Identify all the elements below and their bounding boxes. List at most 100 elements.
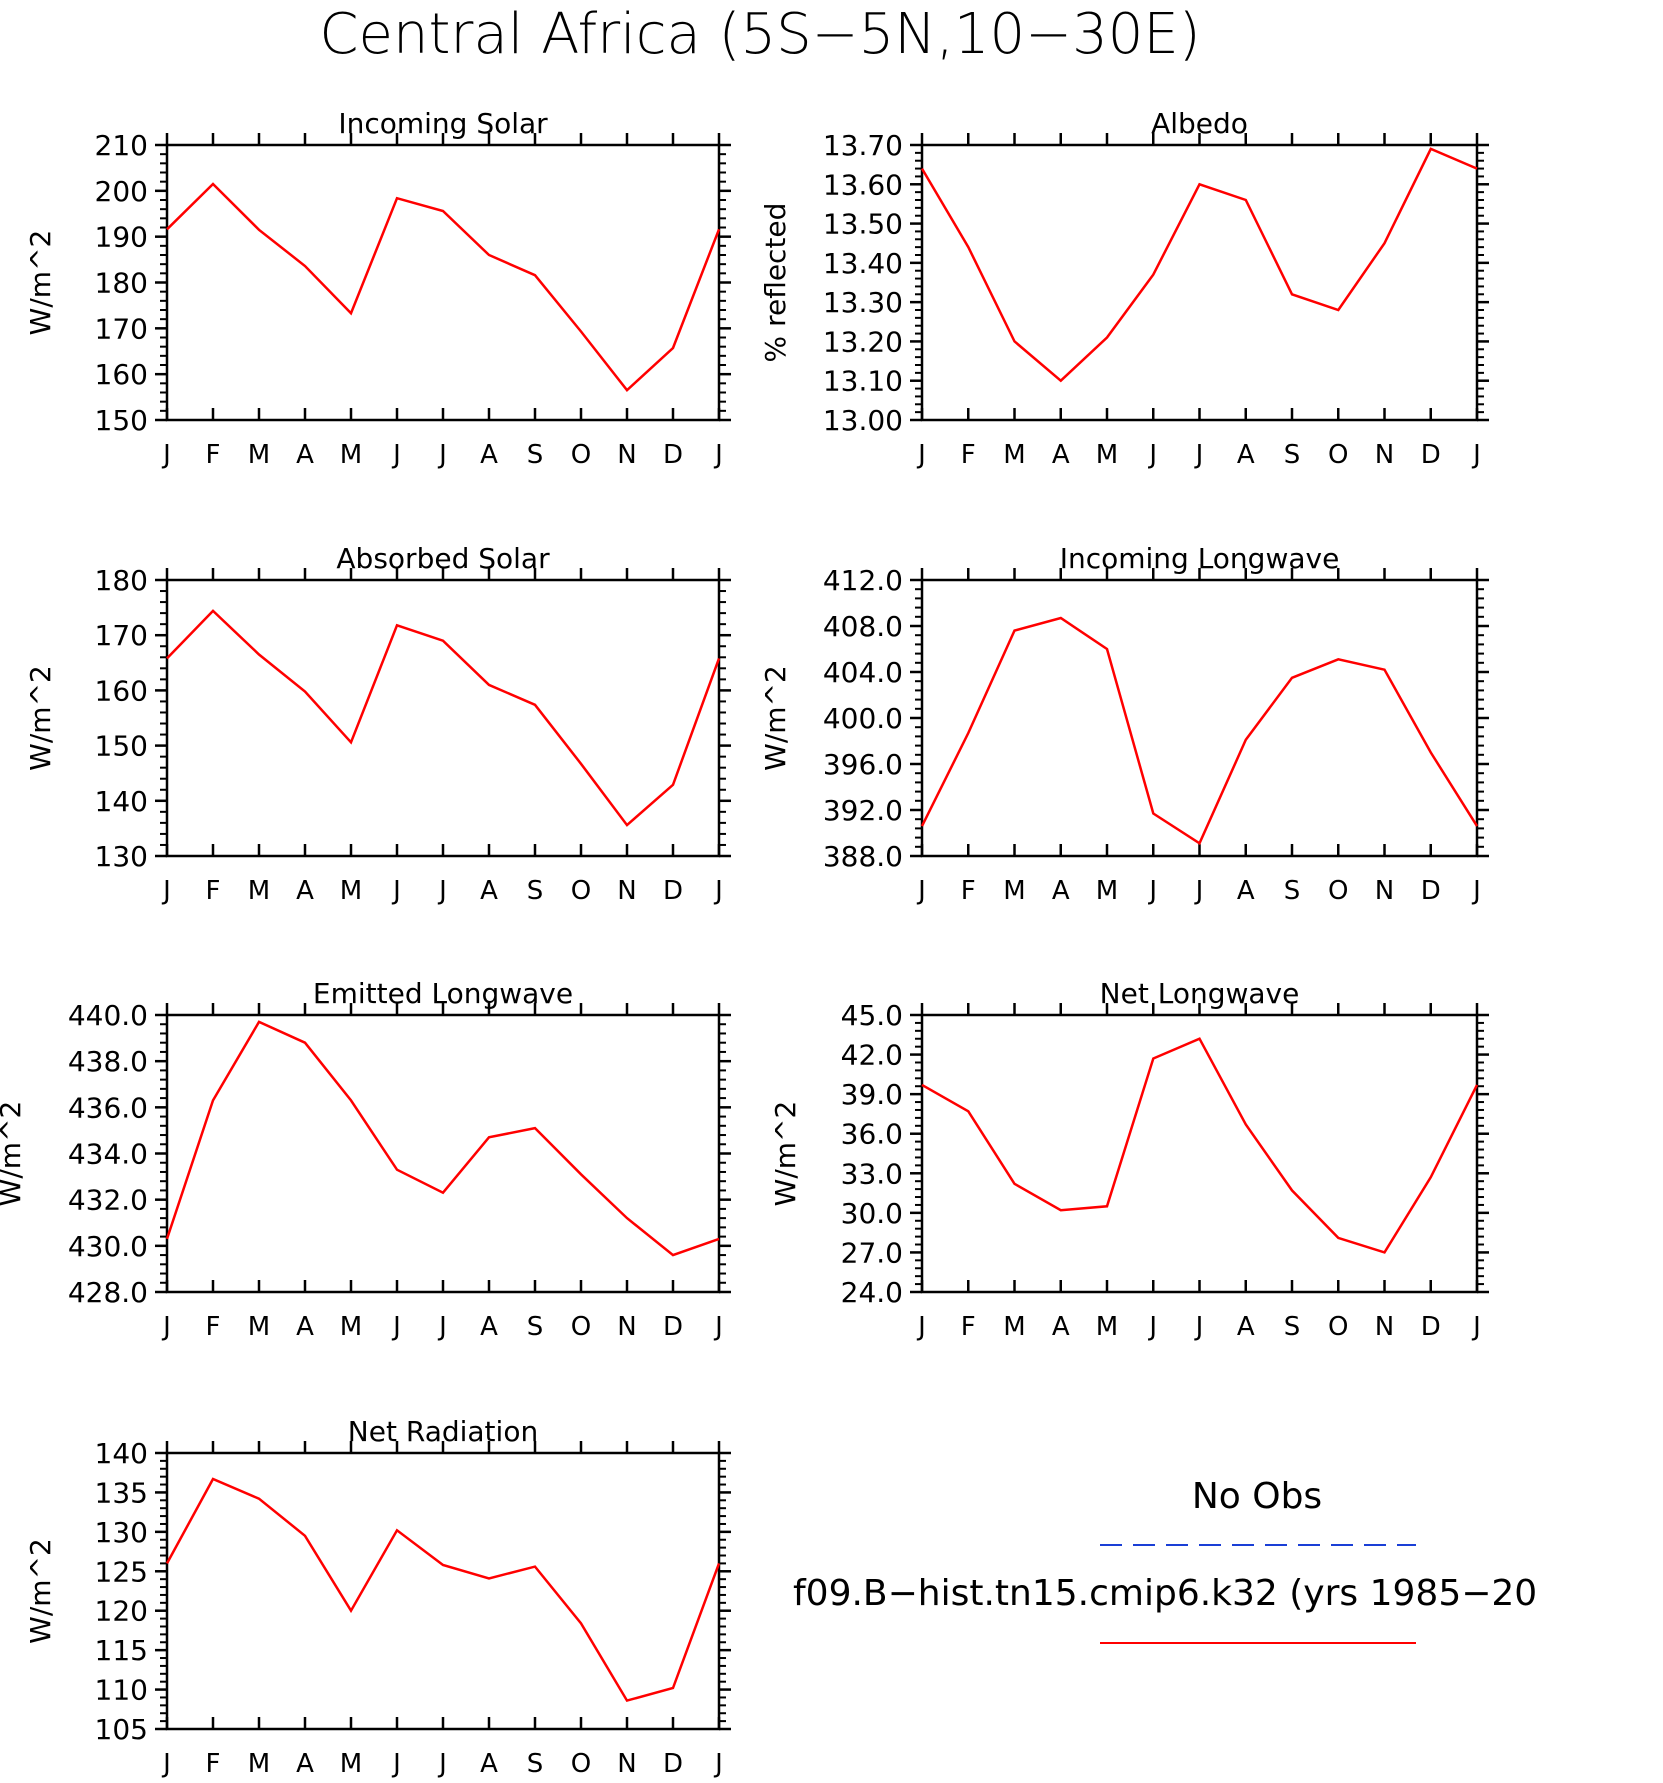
x-tick-label: M [1003,440,1025,470]
x-tick-label: J [713,440,723,470]
x-tick-label: J [391,876,401,906]
x-tick-label: M [340,1749,362,1779]
x-tick-label: J [391,440,401,470]
y-axis-label: % reflected [759,203,792,363]
y-tick-label: 13.40 [823,247,903,280]
x-tick-label: M [1096,1312,1118,1342]
y-tick-label: 404.0 [823,656,903,689]
x-tick-label: J [916,1312,926,1342]
y-tick-label: 120 [95,1595,148,1628]
y-tick-label: 432.0 [68,1184,148,1217]
x-tick-label: A [296,1312,314,1342]
x-tick-label: F [206,440,221,470]
series-line [921,1037,1479,1254]
x-tick-label: J [1194,1312,1204,1342]
x-tick-label: N [617,876,636,906]
x-tick-label: S [527,876,544,906]
x-tick-label: N [617,1312,636,1342]
y-tick-label: 190 [95,221,148,254]
y-tick-label: 412.0 [823,564,903,597]
series-line [166,182,721,393]
y-tick-label: 30.0 [841,1197,903,1230]
y-tick-label: 438.0 [68,1045,148,1078]
x-tick-label: J [161,440,171,470]
x-tick-label: A [480,1312,498,1342]
y-tick-label: 105 [95,1713,148,1746]
x-tick-label: M [1003,1312,1025,1342]
series-line [166,609,721,827]
x-tick-label: S [1284,876,1301,906]
y-tick-label: 140 [95,785,148,818]
x-tick-label: D [1421,1312,1441,1342]
x-tick-label: O [571,1312,591,1342]
y-tick-label: 125 [95,1555,148,1588]
y-tick-label: 33.0 [841,1157,903,1190]
x-tick-label: J [1147,440,1157,470]
y-tick-label: 13.60 [823,168,903,201]
series-line [920,147,1478,383]
x-tick-label: D [1421,440,1441,470]
x-tick-label: J [713,1312,723,1342]
x-tick-label: N [617,1749,636,1779]
y-tick-label: 36.0 [841,1118,903,1151]
x-tick-label: N [1375,1312,1394,1342]
y-tick-label: 180 [95,267,148,300]
y-tick-label: 200 [95,175,148,208]
x-tick-label: J [161,1749,171,1779]
x-tick-label: N [617,440,636,470]
x-tick-label: A [1052,1312,1070,1342]
x-tick-label: D [663,440,683,470]
y-tick-label: 27.0 [841,1236,903,1269]
plot-frame [920,578,1479,858]
x-tick-label: M [340,876,362,906]
x-tick-label: J [1471,440,1481,470]
y-axis-label: W/m^2 [759,665,792,771]
x-tick-label: F [206,876,221,906]
y-tick-label: 434.0 [68,1138,148,1171]
y-tick-label: 150 [95,730,148,763]
x-tick-label: O [571,876,591,906]
x-tick-label: D [663,1749,683,1779]
x-tick-label: J [1194,876,1204,906]
x-tick-label: J [437,440,447,470]
y-tick-label: 170 [95,312,148,345]
legend-model-label: f09.B−hist.tn15.cmip6.k32 (yrs 1985−20 [793,1573,1537,1614]
x-tick-label: M [248,876,270,906]
series-line [165,1477,721,1703]
x-tick-label: J [713,1749,723,1779]
x-tick-label: J [391,1312,401,1342]
x-tick-label: S [527,1312,544,1342]
x-tick-label: J [713,876,723,906]
y-tick-label: 160 [95,358,148,391]
y-tick-label: 13.70 [823,129,903,162]
x-tick-label: J [161,1312,171,1342]
y-tick-label: 13.30 [823,286,903,319]
y-tick-label: 392.0 [823,794,903,827]
x-tick-label: A [1237,1312,1255,1342]
y-tick-label: 170 [95,619,148,652]
x-tick-label: M [340,440,362,470]
x-tick-label: D [1421,876,1441,906]
x-tick-label: D [663,876,683,906]
y-tick-label: 110 [95,1674,148,1707]
y-tick-label: 130 [95,1516,148,1549]
x-tick-label: F [961,440,976,470]
y-tick-label: 400.0 [823,702,903,735]
y-tick-label: 13.20 [823,325,903,358]
plot-frame [165,578,721,858]
y-tick-label: 408.0 [823,610,903,643]
x-tick-label: J [1471,876,1481,906]
y-tick-label: 210 [95,129,148,162]
y-axis-label: W/m^2 [769,1101,802,1207]
y-axis-label: W/m^2 [24,230,57,336]
x-tick-label: J [437,876,447,906]
x-tick-label: J [916,440,926,470]
x-tick-label: M [1096,440,1118,470]
x-tick-label: M [1096,876,1118,906]
x-tick-label: A [1237,876,1255,906]
x-tick-label: N [1375,876,1394,906]
legend-obs-label: No Obs [1192,1476,1322,1517]
